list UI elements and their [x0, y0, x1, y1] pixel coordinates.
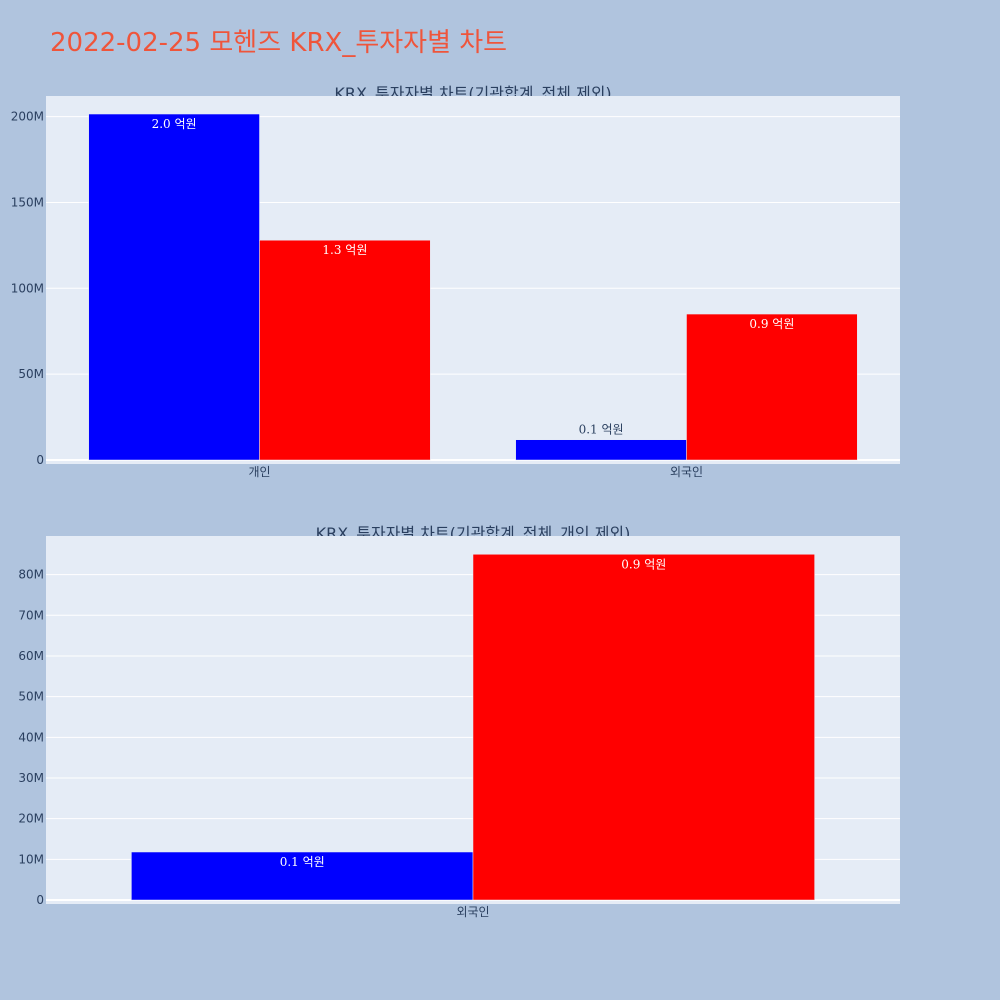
chart-2-y-tick-label: 30M: [18, 771, 44, 785]
chart-1-y-tick-label: 100M: [11, 281, 44, 295]
chart-1-y-tick-label: 150M: [11, 195, 44, 209]
page-title: 2022-02-25 모헨즈 KRX_투자자별 차트: [50, 28, 508, 58]
chart-1-y-tick-label: 0: [36, 453, 44, 467]
chart-1-x-tick-label: 개인: [248, 465, 270, 479]
chart-2-y-tick-label: 70M: [18, 608, 44, 622]
chart-1-bar: [515, 439, 687, 461]
chart-1-bar: [259, 239, 431, 461]
chart-1-y-tick-label: 200M: [11, 110, 44, 124]
chart-2-y-tick-label: 50M: [18, 690, 44, 704]
chart-2-y-tick-label: 0: [36, 893, 44, 907]
chart-1-bar-label: 2.0 억원: [152, 117, 197, 131]
chart-2-y-tick-label: 60M: [18, 649, 44, 663]
chart-2-y-tick-label: 20M: [18, 812, 44, 826]
chart-1-bar-label: 1.3 억원: [322, 243, 367, 257]
chart-2-bar-label: 0.9 억원: [621, 557, 666, 571]
chart-2-y-tick-label: 10M: [18, 852, 44, 866]
chart-1-bar: [88, 113, 260, 461]
chart-1-bar-label: 0.1 억원: [579, 423, 624, 437]
chart-2-x-tick-label: 외국인: [456, 905, 489, 919]
chart-2-bar: [131, 851, 474, 901]
chart-2-y-tick-label: 80M: [18, 568, 44, 582]
chart-2-y-tick-label: 40M: [18, 730, 44, 744]
chart-1-x-tick-label: 외국인: [670, 465, 703, 479]
chart-1-bar: [686, 313, 858, 461]
chart-2-bar-label: 0.1 억원: [280, 855, 325, 869]
chart-1-bar-label: 0.9 억원: [749, 317, 794, 331]
chart-1-y-tick-label: 50M: [18, 367, 44, 381]
chart-2-bar: [472, 554, 815, 901]
